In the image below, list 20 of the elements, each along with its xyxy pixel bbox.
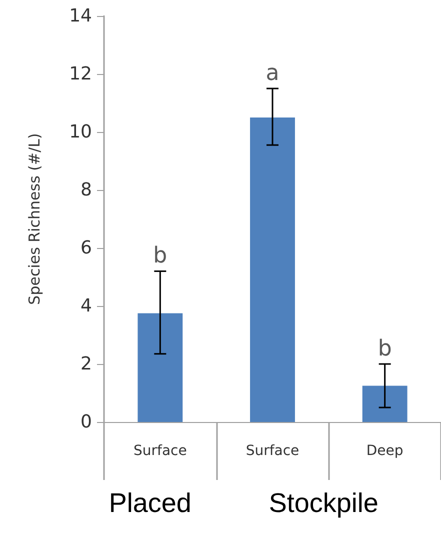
x-tick-label: Surface [246, 443, 300, 459]
annotation: b [378, 336, 392, 362]
annotation: a [266, 61, 280, 86]
annotation: b [153, 244, 168, 269]
text: Stockpile [268, 488, 378, 518]
x-tick-label: Deep [366, 443, 404, 459]
y-axis-title: Species Richness (#/L) [26, 133, 44, 305]
text: Placed [108, 488, 192, 518]
y-tick-label: 12 [69, 64, 92, 84]
y-tick-label: 10 [69, 122, 92, 142]
y-tick-label: 6 [80, 238, 92, 258]
y-tick-label: 8 [80, 180, 92, 200]
y-tick-label: 14 [69, 6, 92, 26]
x-tick-label: Surface [133, 443, 187, 459]
bar [138, 313, 183, 422]
bar [250, 118, 295, 422]
bar [362, 386, 408, 422]
y-tick-label: 2 [80, 354, 92, 374]
y-tick-label: 4 [80, 296, 92, 316]
y-tick-label: 0 [80, 412, 92, 432]
